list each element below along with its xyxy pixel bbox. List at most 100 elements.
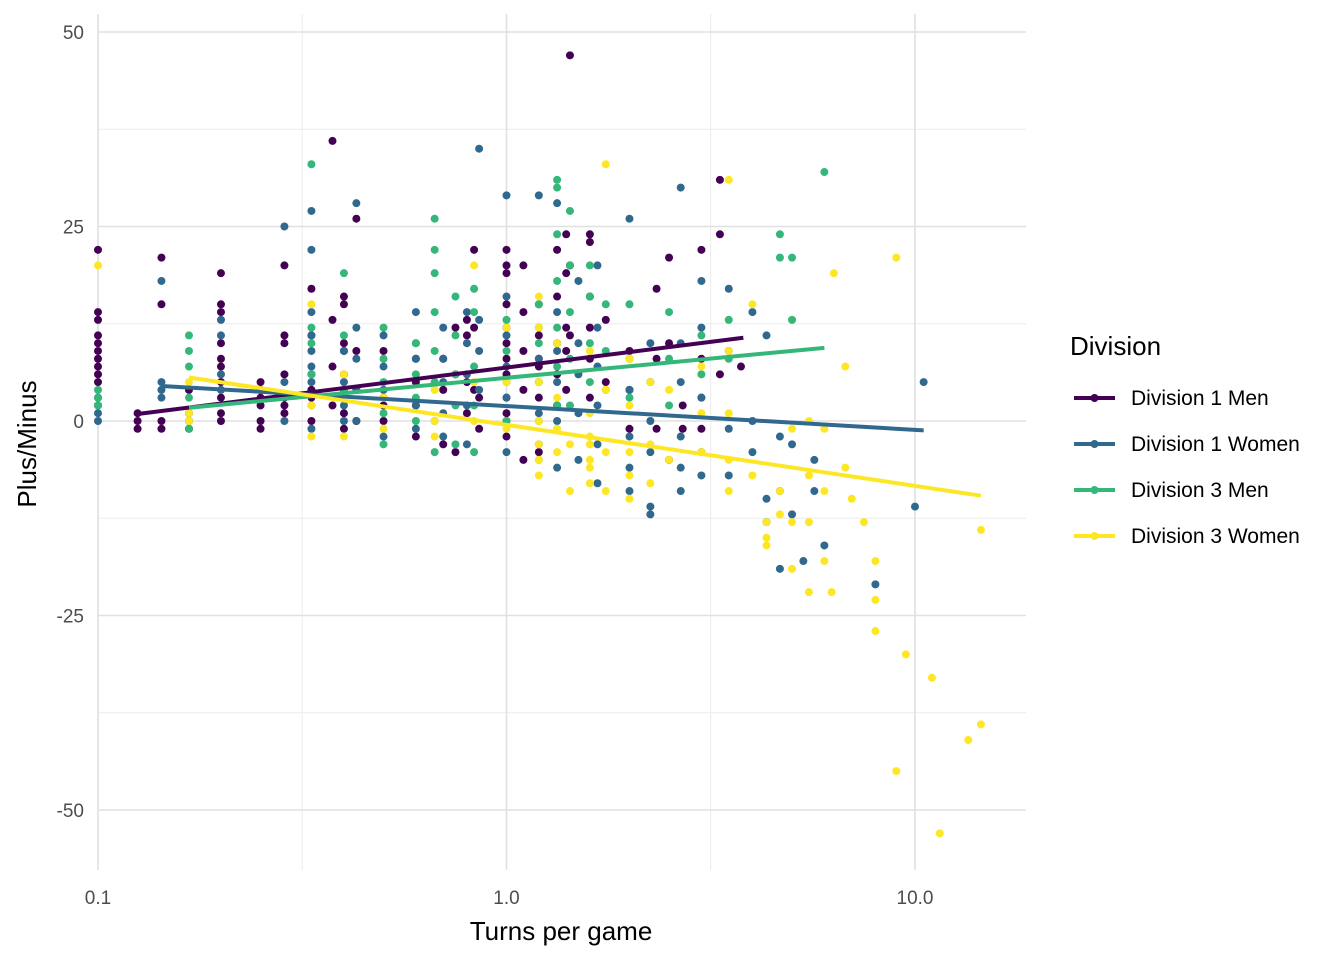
data-point xyxy=(625,448,634,457)
data-point xyxy=(94,401,102,410)
data-point xyxy=(553,308,562,317)
data-point xyxy=(475,424,484,433)
data-point xyxy=(411,370,420,379)
data-point xyxy=(94,315,102,324)
data-point xyxy=(184,378,193,387)
data-point xyxy=(762,541,771,550)
data-points xyxy=(94,51,985,838)
data-point xyxy=(352,417,361,425)
data-point xyxy=(439,323,448,332)
data-point xyxy=(775,487,784,496)
data-point xyxy=(775,253,784,262)
data-point xyxy=(339,370,348,379)
data-point xyxy=(820,541,829,550)
data-point xyxy=(775,564,784,573)
data-point xyxy=(534,191,543,200)
data-point xyxy=(593,261,602,270)
legend-title: Division xyxy=(1070,331,1161,361)
data-point xyxy=(804,518,813,527)
data-point xyxy=(676,487,685,496)
data-point xyxy=(184,362,193,371)
data-point xyxy=(565,51,574,60)
data-point xyxy=(665,385,674,394)
data-point xyxy=(379,440,388,449)
data-point xyxy=(788,510,797,519)
legend-key-point xyxy=(1090,440,1099,448)
data-point xyxy=(697,370,706,379)
trend-lines xyxy=(137,335,982,498)
data-point xyxy=(534,417,543,425)
data-point xyxy=(829,269,838,278)
data-point xyxy=(462,331,471,340)
data-point xyxy=(697,245,706,254)
data-point xyxy=(94,378,102,387)
data-point xyxy=(339,424,348,433)
y-tick-label: -50 xyxy=(57,801,84,822)
data-point xyxy=(430,245,439,254)
data-point xyxy=(827,588,836,597)
data-point xyxy=(748,448,757,457)
data-point xyxy=(748,300,757,309)
data-point xyxy=(280,401,289,410)
data-point xyxy=(94,417,102,425)
legend-label: Division 1 Men xyxy=(1131,387,1269,410)
data-point xyxy=(307,160,316,169)
data-point xyxy=(625,401,634,410)
data-point xyxy=(775,230,784,239)
data-point xyxy=(676,183,685,192)
y-axis-tick-labels: -50 -25 0 25 50 xyxy=(57,23,84,822)
data-point xyxy=(411,401,420,410)
data-point xyxy=(502,346,511,355)
data-point xyxy=(475,346,484,355)
data-point xyxy=(502,323,511,332)
data-point xyxy=(625,471,634,480)
data-point xyxy=(475,144,484,153)
data-point xyxy=(307,339,316,348)
data-point xyxy=(184,346,193,355)
data-point xyxy=(307,308,316,317)
data-point xyxy=(94,409,102,418)
data-point xyxy=(724,315,733,324)
data-point xyxy=(256,378,265,387)
data-point xyxy=(184,417,193,425)
data-point xyxy=(451,323,460,332)
data-point xyxy=(216,339,225,348)
data-point xyxy=(625,385,634,394)
data-point xyxy=(601,385,610,394)
data-point xyxy=(585,455,594,464)
data-point xyxy=(256,424,265,433)
data-point xyxy=(339,409,348,418)
data-point xyxy=(652,354,661,363)
legend-item: Division 1 Men xyxy=(1074,387,1269,410)
data-point xyxy=(919,378,928,387)
data-point xyxy=(411,424,420,433)
data-point xyxy=(935,829,944,838)
data-point xyxy=(859,518,868,527)
data-point xyxy=(927,673,936,682)
data-point xyxy=(762,533,771,542)
data-point xyxy=(439,432,448,441)
data-point xyxy=(697,471,706,480)
data-point xyxy=(216,417,225,425)
data-point xyxy=(411,354,420,363)
data-point xyxy=(379,417,388,425)
data-point xyxy=(94,331,102,340)
data-point xyxy=(280,370,289,379)
data-point xyxy=(601,378,610,387)
data-point xyxy=(553,199,562,208)
data-point xyxy=(94,385,102,394)
data-point xyxy=(553,230,562,239)
data-point xyxy=(339,417,348,425)
data-point xyxy=(625,424,634,433)
data-point xyxy=(534,354,543,363)
data-point xyxy=(339,401,348,410)
data-point xyxy=(788,518,797,527)
data-point xyxy=(157,393,166,402)
data-point xyxy=(307,284,316,293)
data-point xyxy=(328,136,337,145)
data-point xyxy=(307,300,316,309)
data-point xyxy=(820,168,829,177)
legend-item: Division 1 Women xyxy=(1074,433,1300,456)
data-point xyxy=(820,487,829,496)
